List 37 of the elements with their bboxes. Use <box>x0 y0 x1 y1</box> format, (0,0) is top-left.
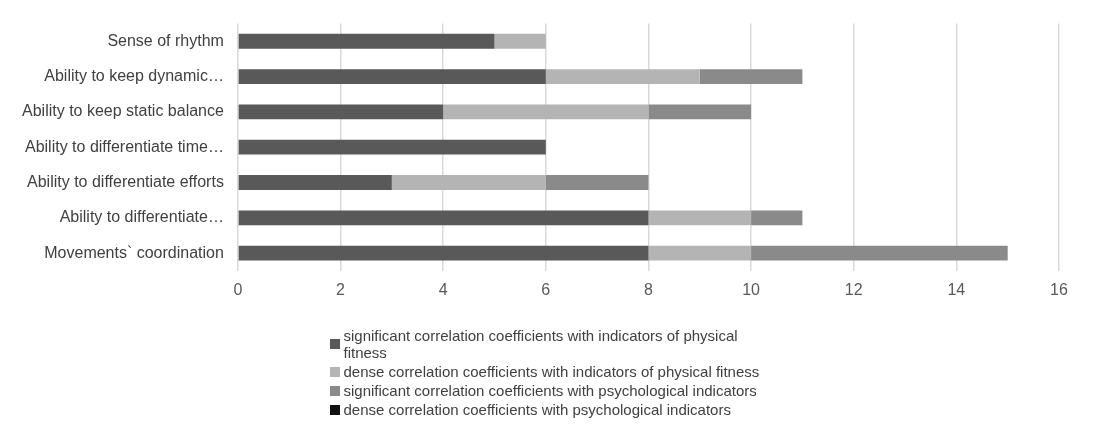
bar <box>238 245 649 261</box>
x-tick-label: 12 <box>844 280 863 298</box>
bar <box>494 33 546 49</box>
y-tick-label: Sense of rhythm <box>107 31 224 49</box>
bar <box>443 104 649 120</box>
x-tick-label: 6 <box>541 280 551 298</box>
x-tick-label: 16 <box>1050 280 1068 298</box>
y-tick-label: Ability to keep static balance <box>22 102 224 120</box>
bar <box>648 210 752 226</box>
bar <box>238 104 444 120</box>
x-tick-label: 2 <box>336 280 346 298</box>
bar <box>238 210 649 226</box>
bar <box>545 69 700 84</box>
legend-label: significant correlation coefficients with psychological indicators <box>343 382 757 399</box>
x-tick-label: 10 <box>742 280 761 298</box>
bar <box>238 33 495 49</box>
bar <box>751 245 1008 261</box>
legend-label: dense correlation coefficients with psychological indicators <box>343 401 731 418</box>
y-tick-label: Ability to differentiate time… <box>24 137 224 155</box>
bar <box>751 210 803 226</box>
bar <box>391 175 546 190</box>
bar <box>699 69 803 84</box>
y-tick-label: Movements` coordination <box>44 243 224 261</box>
legend-label: dense correlation coefficients with indicators of physical fitness <box>343 363 760 380</box>
bar <box>648 245 752 261</box>
bar <box>238 69 546 84</box>
bar <box>238 175 392 190</box>
y-tick-label: Ability to keep dynamic… <box>44 66 224 84</box>
x-tick-label: 4 <box>438 280 448 298</box>
y-tick-label: Ability to differentiate… <box>59 208 224 226</box>
x-tick-label: 0 <box>233 280 243 298</box>
y-tick-label: Ability to differentiate efforts <box>27 172 224 190</box>
bar <box>648 104 752 120</box>
bar <box>545 175 649 190</box>
x-tick-label: 8 <box>643 280 653 298</box>
x-tick-label: 14 <box>947 280 966 298</box>
bar <box>238 139 546 155</box>
